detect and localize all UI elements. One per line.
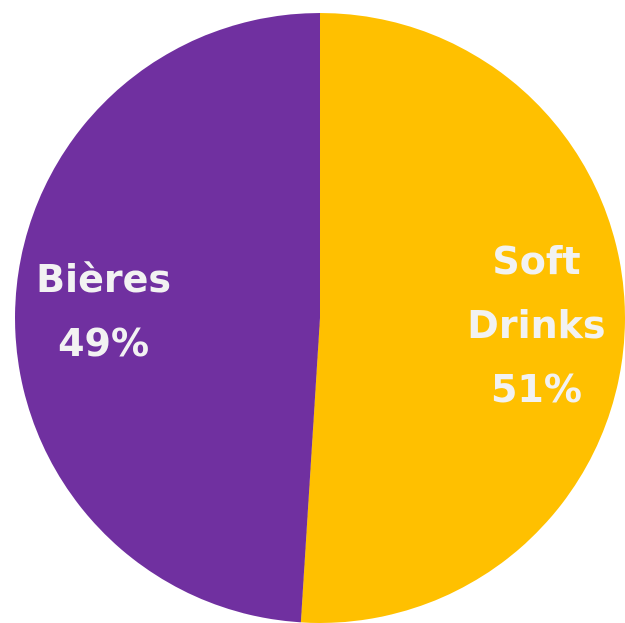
category-label: Bières — [36, 257, 171, 302]
category-label: Soft Drinks — [467, 238, 606, 347]
value-label: 51% — [490, 366, 582, 411]
pie-slice — [300, 13, 625, 623]
value-label: 49% — [58, 321, 150, 366]
slice-label: Bières 49% — [19, 247, 189, 375]
pie-slice — [15, 13, 321, 623]
slice-label: Soft Drinks 51% — [451, 229, 621, 421]
